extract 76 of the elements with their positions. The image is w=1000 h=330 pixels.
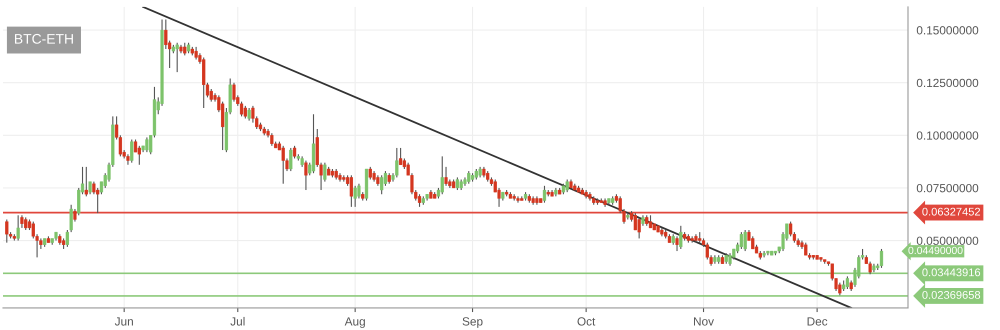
candlestick	[183, 42, 186, 56]
candlestick	[194, 46, 198, 60]
y-tick-label: 0.07500000	[916, 184, 978, 192]
y-tick-label: 0.10000000	[916, 131, 978, 140]
candlestick	[880, 248, 884, 268]
candlestick	[868, 261, 872, 275]
ref-line-label: 0.06327452	[922, 208, 980, 216]
candlestick	[474, 168, 478, 180]
candlestick	[478, 166, 482, 178]
candlestick	[486, 170, 490, 182]
candlestick	[456, 176, 460, 191]
candlestick	[248, 107, 251, 122]
candlestick	[334, 168, 338, 180]
candlestick	[126, 154, 130, 166]
candlestick	[282, 145, 285, 184]
candlestick	[542, 185, 546, 204]
candlestick	[388, 172, 391, 184]
x-tick-label: Aug	[344, 317, 365, 328]
candlestick	[838, 282, 842, 296]
candlestick	[289, 147, 292, 172]
candlestick	[444, 166, 448, 186]
candlestick	[244, 105, 247, 120]
x-tick-label: Nov	[694, 317, 714, 326]
x-tick-label: Jul	[230, 316, 245, 326]
candlestick	[16, 214, 20, 242]
candlestick	[804, 242, 808, 256]
candlestick	[130, 138, 134, 164]
candlestick	[372, 170, 376, 182]
text: BTC-ETH	[15, 34, 73, 44]
candlestick	[270, 132, 274, 146]
candlestick	[232, 82, 236, 102]
x-tick-label: Jun	[114, 317, 133, 326]
candlestick	[846, 276, 850, 290]
candlestick	[744, 229, 747, 252]
candlestick	[62, 238, 66, 250]
x-tick-label: Oct	[578, 317, 596, 326]
ref-line-label: 0.02369658	[922, 291, 980, 299]
candlestick	[176, 42, 179, 73]
candlestick	[304, 160, 308, 191]
candlestick	[418, 194, 422, 208]
candlestick	[368, 166, 372, 180]
candlestick	[842, 280, 846, 292]
candlestick	[145, 136, 149, 153]
candlestick	[648, 214, 652, 228]
candlestick	[376, 174, 380, 186]
candlestick	[482, 166, 486, 178]
y-tick-label: 0.05000000	[916, 236, 978, 245]
candlestick	[751, 236, 754, 250]
candlestick	[440, 156, 444, 195]
candlestick	[186, 42, 190, 54]
candlestick	[84, 166, 88, 197]
candlestick	[679, 225, 682, 250]
candlestick	[562, 183, 566, 195]
candlestick	[24, 216, 28, 231]
candlestick	[467, 170, 470, 184]
candlestick	[728, 252, 732, 266]
candlestick	[698, 232, 702, 244]
candlestick	[380, 174, 384, 195]
candlestick	[566, 178, 569, 193]
candlestick	[460, 178, 463, 191]
candlestick	[58, 234, 62, 246]
x-tick-label: Sep	[462, 317, 483, 328]
y-tick-label: 0.15000000	[916, 26, 978, 34]
candlestick	[645, 214, 648, 226]
candlestick	[395, 147, 398, 178]
y-tick-label: 0.12500000	[916, 78, 978, 88]
candlestick	[5, 218, 8, 244]
ref-line-label: 0.03443916	[922, 268, 980, 276]
x-tick-label: Dec	[808, 317, 828, 326]
candlestick	[740, 232, 744, 250]
candlestick	[675, 236, 679, 252]
candlestick	[638, 216, 641, 239]
candlestick	[724, 252, 728, 264]
candlestick	[350, 174, 353, 208]
annotation: 0.04490000	[908, 246, 963, 254]
candlestick	[138, 145, 141, 166]
